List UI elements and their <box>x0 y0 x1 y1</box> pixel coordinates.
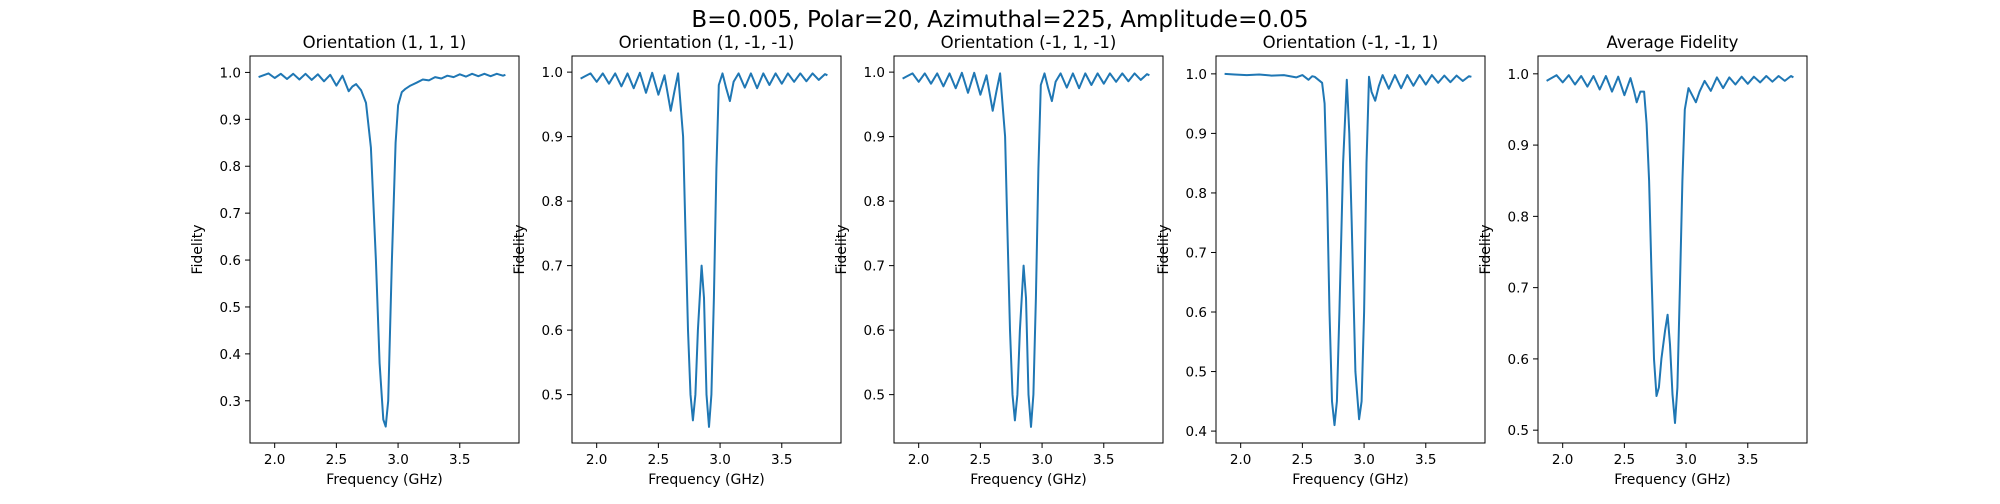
y-tick-label: 0.8 <box>220 159 241 175</box>
subplot-3: Orientation (-1, 1, -1) 2.0 2.5 3.0 3.5 0.5 0.… <box>834 33 1164 488</box>
y-axis-label: Fidelity <box>1156 225 1172 275</box>
x-axis-label: Frequency (GHz) <box>648 472 764 488</box>
y-tick-label: 0.7 <box>864 259 885 275</box>
x-tick-label: 2.0 <box>264 452 285 468</box>
x-tick-label: 2.5 <box>648 452 669 468</box>
subplot-title: Orientation (1, 1, 1) <box>303 33 467 52</box>
fidelity-line <box>1224 72 1472 427</box>
y-tick-label: 0.9 <box>220 112 241 128</box>
x-tick-label: 3.5 <box>449 452 470 468</box>
figure-title: B=0.005, Polar=20, Azimuthal=225, Amplit… <box>691 7 1308 33</box>
x-axis-label: Frequency (GHz) <box>1292 472 1408 488</box>
y-tick-label: 0.6 <box>1186 305 1207 321</box>
x-tick-label: 3.0 <box>1675 452 1696 468</box>
plot-frame <box>249 55 520 444</box>
y-tick-label: 0.8 <box>1508 209 1529 225</box>
y-tick-label: 1.0 <box>1186 67 1207 83</box>
y-tick-label: 0.9 <box>542 130 563 146</box>
x-tick-label: 2.5 <box>1614 452 1635 468</box>
subplot-1: Orientation (1, 1, 1) 2.0 2.5 3.0 3.5 0.3 0.4 0… <box>190 33 520 488</box>
y-tick-label: 0.8 <box>864 194 885 210</box>
fidelity-line <box>1546 74 1794 424</box>
y-tick-label: 0.6 <box>864 323 885 339</box>
y-tick-label: 0.8 <box>542 194 563 210</box>
y-tick-label: 0.7 <box>220 206 241 222</box>
x-tick-label: 3.5 <box>1737 452 1758 468</box>
y-tick-label: 1.0 <box>542 65 563 81</box>
y-axis-label: Fidelity <box>190 225 206 275</box>
y-axis-label: Fidelity <box>512 225 528 275</box>
y-axis-label: Fidelity <box>1478 225 1494 275</box>
y-tick-label: 0.8 <box>1186 186 1207 202</box>
x-axis-label: Frequency (GHz) <box>970 472 1086 488</box>
plot-frame <box>1215 55 1486 444</box>
y-tick-label: 0.3 <box>220 394 241 410</box>
x-axis-label: Frequency (GHz) <box>326 472 442 488</box>
subplot-4: Orientation (-1, -1, 1) 2.0 2.5 3.0 3.5 0.4 0.… <box>1156 33 1486 488</box>
y-tick-label: 0.9 <box>864 130 885 146</box>
x-tick-label: 2.0 <box>586 452 607 468</box>
y-tick-label: 0.9 <box>1508 138 1529 154</box>
subplots: Orientation (1, 1, 1) 2.0 2.5 3.0 3.5 0.3 0.4 0… <box>190 33 1808 488</box>
plot-frame <box>1537 55 1808 444</box>
y-tick-label: 0.5 <box>1508 423 1529 439</box>
x-tick-label: 2.5 <box>970 452 991 468</box>
y-tick-label: 0.4 <box>1186 424 1207 440</box>
y-tick-label: 0.7 <box>1508 281 1529 297</box>
y-tick-label: 0.6 <box>1508 352 1529 368</box>
y-tick-label: 0.6 <box>542 323 563 339</box>
y-tick-label: 1.0 <box>220 65 241 81</box>
x-tick-label: 2.5 <box>326 452 347 468</box>
x-tick-label: 2.0 <box>908 452 929 468</box>
y-tick-label: 0.5 <box>220 300 241 316</box>
x-tick-label: 3.5 <box>1093 452 1114 468</box>
x-tick-label: 3.5 <box>1415 452 1436 468</box>
x-tick-label: 3.0 <box>1353 452 1374 468</box>
x-tick-label: 2.0 <box>1230 452 1251 468</box>
subplot-5: Average Fidelity 2.0 2.5 3.0 3.5 0.5 0.6 0.7 0.8… <box>1478 33 1808 488</box>
y-tick-label: 0.4 <box>220 347 241 363</box>
y-tick-label: 0.7 <box>1186 245 1207 261</box>
y-tick-label: 0.5 <box>864 388 885 404</box>
y-tick-label: 0.5 <box>542 388 563 404</box>
subplot-title: Orientation (-1, 1, -1) <box>941 33 1117 52</box>
y-tick-label: 0.5 <box>1186 365 1207 381</box>
x-tick-label: 3.0 <box>709 452 730 468</box>
y-tick-label: 0.9 <box>1186 126 1207 142</box>
fidelity-line <box>258 72 506 428</box>
subplot-2: Orientation (1, -1, -1) 2.0 2.5 3.0 3.5 0.5 0.… <box>512 33 842 488</box>
x-tick-label: 2.0 <box>1552 452 1573 468</box>
x-tick-label: 3.0 <box>387 452 408 468</box>
y-axis-label: Fidelity <box>834 225 850 275</box>
y-tick-label: 1.0 <box>1508 67 1529 83</box>
fidelity-line <box>902 71 1150 428</box>
x-tick-label: 3.5 <box>771 452 792 468</box>
subplot-title: Orientation (1, -1, -1) <box>619 33 795 52</box>
subplot-title: Average Fidelity <box>1607 33 1739 52</box>
x-tick-label: 2.5 <box>1292 452 1313 468</box>
x-tick-label: 3.0 <box>1031 452 1052 468</box>
y-tick-label: 0.6 <box>220 253 241 269</box>
fidelity-line <box>580 71 828 428</box>
y-tick-label: 0.7 <box>542 259 563 275</box>
x-axis-label: Frequency (GHz) <box>1614 472 1730 488</box>
y-tick-label: 1.0 <box>864 65 885 81</box>
subplot-title: Orientation (-1, -1, 1) <box>1263 33 1439 52</box>
plot-frame <box>893 55 1164 444</box>
plot-frame <box>571 55 842 444</box>
